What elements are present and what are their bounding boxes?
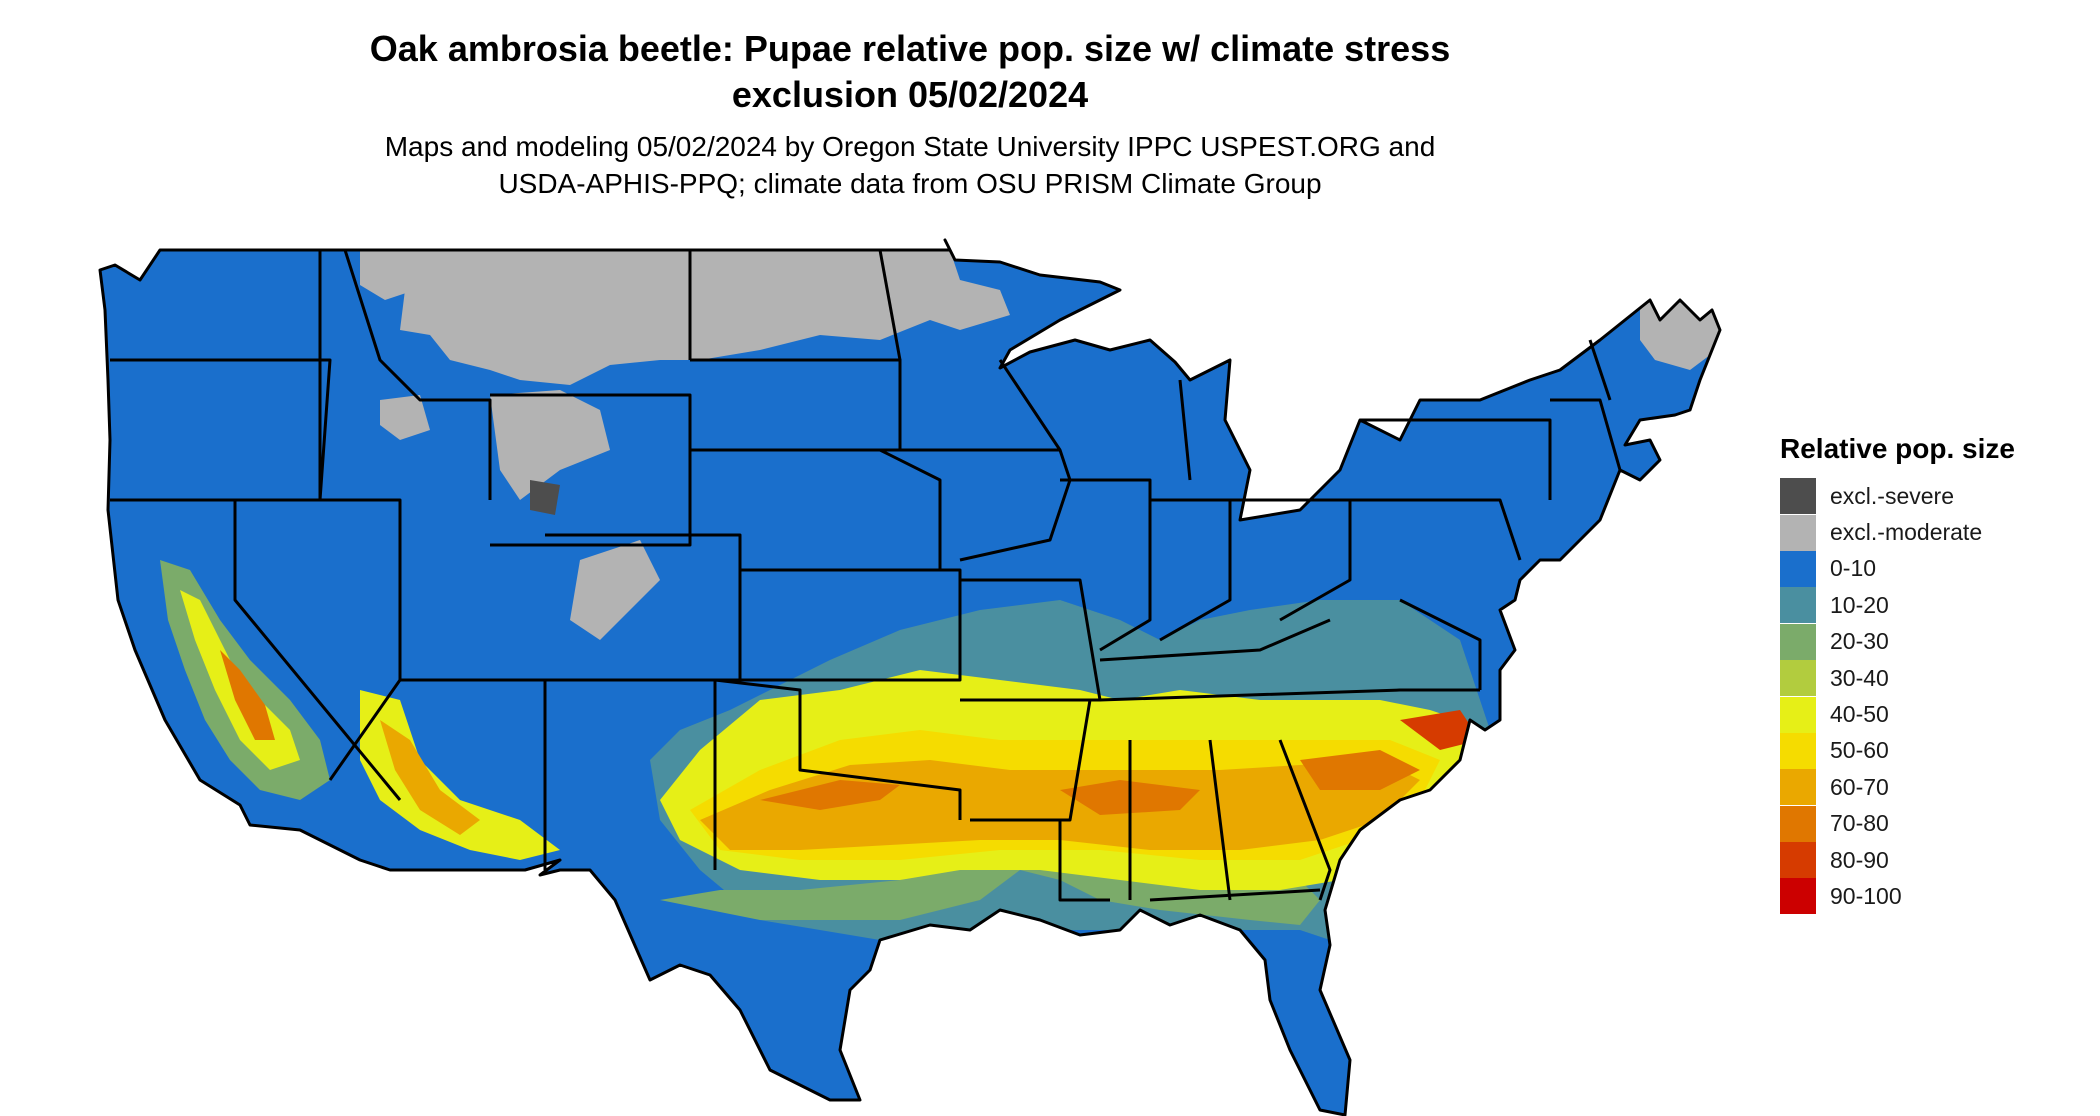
map-legend: Relative pop. size excl.-severe excl.-mod…	[1780, 432, 2080, 915]
legend-swatch	[1780, 660, 1816, 697]
state-borders	[98, 238, 1722, 1116]
border-nv-ut-az	[398, 500, 547, 870]
band-70-80-california	[220, 650, 275, 740]
excl-severe-patch	[530, 480, 560, 515]
legend-label: 50-60	[1830, 737, 1889, 764]
border-ok	[714, 678, 962, 820]
border-ks	[740, 568, 962, 682]
legend-items: excl.-severe excl.-moderate 0-10 10-20 20-30…	[1780, 478, 2080, 915]
legend-item: excl.-severe	[1780, 478, 2080, 515]
border-wa-or	[110, 358, 332, 501]
legend-label: excl.-severe	[1830, 482, 1954, 509]
border-new-england	[1550, 398, 1622, 471]
border-wyoming	[490, 393, 692, 547]
border-vt-nh	[1588, 339, 1612, 401]
legend-label: 80-90	[1830, 846, 1889, 873]
map-subtitle-line-2: USDA-APHIS-PPQ; climate data from OSU PR…	[498, 168, 1322, 199]
map-title-line-1: Oak ambrosia beetle: Pupae relative pop.…	[369, 28, 1451, 69]
legend-swatch	[1780, 623, 1816, 660]
legend-item: 70-80	[1780, 805, 2080, 842]
border-la	[970, 818, 1110, 902]
border-ky	[1099, 618, 1331, 662]
legend-swatch	[1780, 550, 1816, 587]
excl-moderate-north-idaho	[360, 250, 420, 300]
legend-item: excl.-moderate	[1780, 514, 2080, 551]
legend-swatch	[1780, 878, 1816, 915]
excl-moderate-wyoming	[490, 390, 610, 500]
legend-item: 60-70	[1780, 769, 2080, 806]
legend-label: 30-40	[1830, 664, 1889, 691]
legend-label: 40-50	[1830, 701, 1889, 728]
band-70-80-tx	[760, 780, 900, 810]
legend-item: 80-90	[1780, 842, 2080, 879]
border-al-ga	[1208, 739, 1232, 901]
legend-label: 0-10	[1830, 555, 1877, 582]
border-ca-nv	[233, 500, 402, 801]
border-nd-mn	[878, 249, 902, 361]
legend-item: 0-10	[1780, 550, 2080, 587]
legend-swatch	[1780, 587, 1816, 624]
legend-label: 70-80	[1830, 810, 1889, 837]
border-ne	[690, 448, 942, 570]
band-80-90-nc	[1400, 710, 1480, 750]
legend-swatch	[1780, 732, 1816, 769]
band-60-70-arizona	[380, 720, 480, 835]
legend-swatch	[1780, 769, 1816, 806]
map-title-line-2: exclusion 05/02/2024	[731, 74, 1089, 115]
legend-swatch	[1780, 478, 1816, 515]
border-il	[1060, 478, 1152, 652]
border-va-nc	[1399, 598, 1482, 690]
map-title: Oak ambrosia beetle: Pupae relative pop.…	[300, 26, 1520, 118]
border-fl	[1149, 888, 1321, 902]
border-ny	[1360, 418, 1552, 500]
border-ga-sc	[1278, 739, 1332, 901]
legend-swatch	[1780, 514, 1816, 551]
border-wi	[998, 359, 1062, 451]
border-tn	[1099, 688, 1480, 702]
legend-swatch	[1780, 696, 1816, 733]
border-oh	[1230, 498, 1352, 622]
border-in	[1150, 498, 1232, 642]
legend-item: 30-40	[1780, 660, 2080, 697]
band-60-70	[700, 760, 1420, 850]
legend-item: 90-100	[1780, 878, 2080, 915]
map-subtitle: Maps and modeling 05/02/2024 by Oregon S…	[300, 128, 1520, 202]
legend-item: 10-20	[1780, 587, 2080, 624]
legend-swatch	[1780, 842, 1816, 879]
band-40-50-arizona	[360, 690, 560, 860]
legend-label: 20-30	[1830, 628, 1889, 655]
legend-swatch	[1780, 805, 1816, 842]
excl-moderate-north-plains	[400, 250, 1010, 385]
border-pa	[1350, 498, 1522, 561]
legend-label: excl.-moderate	[1830, 519, 1983, 546]
legend-item: 20-30	[1780, 623, 2080, 660]
legend-item: 40-50	[1780, 696, 2080, 733]
legend-label: 60-70	[1830, 773, 1889, 800]
band-70-80-sc	[1300, 750, 1420, 790]
band-20-30	[660, 860, 1320, 925]
legend-label: 90-100	[1830, 882, 1902, 909]
legend-title: Relative pop. size	[1780, 433, 2015, 464]
border-id-mt	[343, 249, 492, 500]
excl-moderate-colorado	[570, 540, 660, 640]
map-subtitle-line-1: Maps and modeling 05/02/2024 by Oregon S…	[384, 131, 1436, 162]
legend-item: 50-60	[1780, 732, 2080, 769]
legend-label: 10-20	[1830, 591, 1889, 618]
excl-moderate-idaho-patch	[380, 395, 430, 440]
border-mi	[1178, 379, 1192, 481]
